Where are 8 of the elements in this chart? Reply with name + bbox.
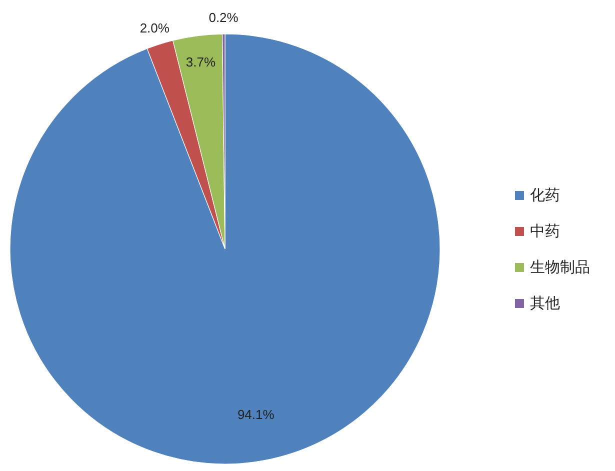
data-label: 2.0% — [140, 20, 170, 36]
data-label: 0.2% — [208, 10, 239, 25]
legend-label: 化药 — [530, 187, 560, 204]
legend-label: 生物制品 — [530, 259, 590, 276]
data-label: 3.7% — [186, 54, 216, 70]
data-label: 94.1% — [237, 406, 275, 422]
legend-label: 中药 — [530, 223, 560, 240]
legend-label: 其他 — [530, 295, 560, 312]
